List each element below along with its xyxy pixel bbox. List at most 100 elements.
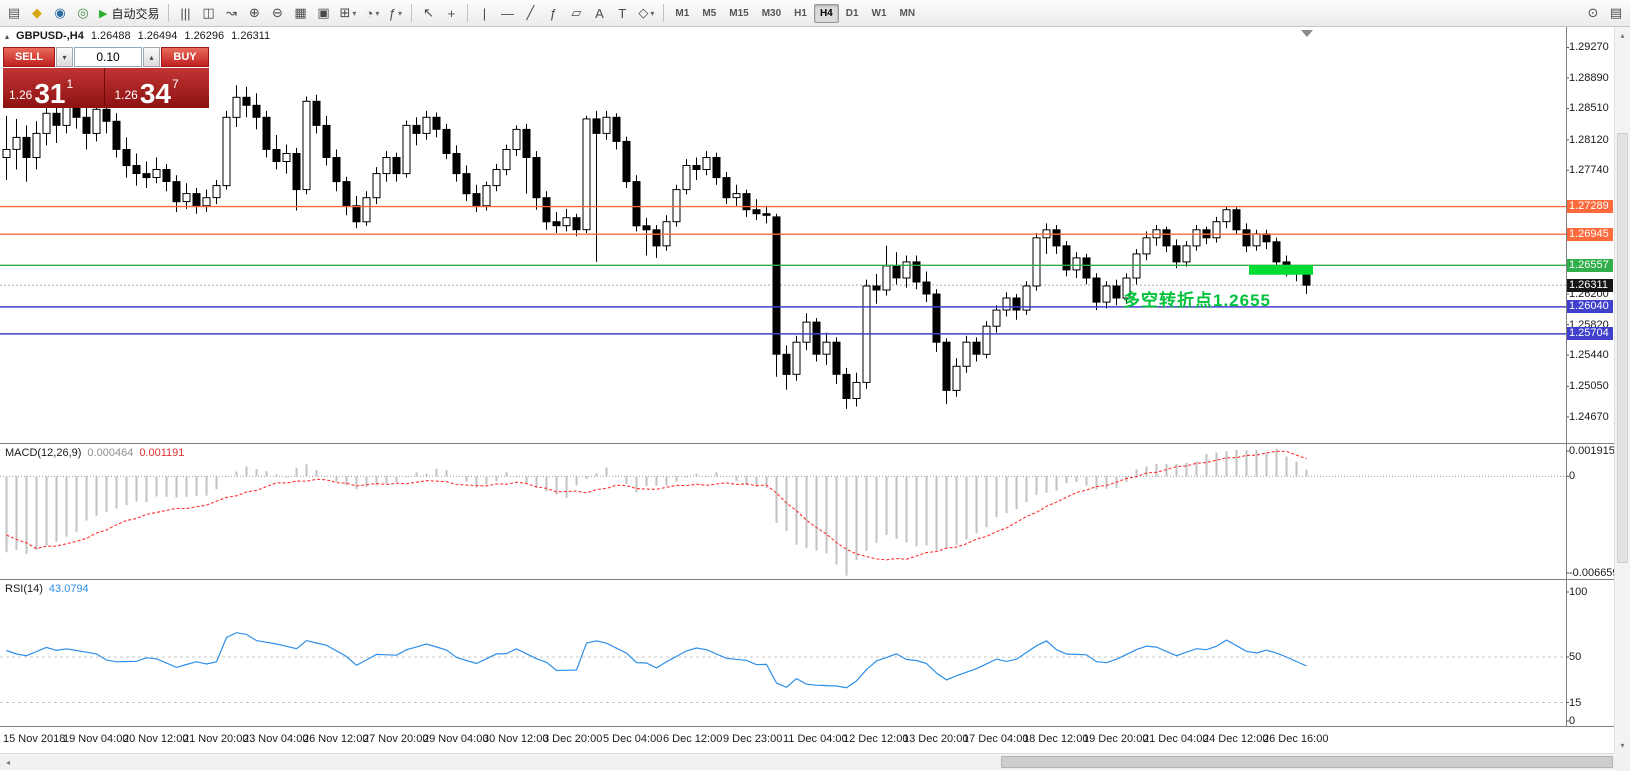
new-chart-dropdown-icon[interactable]: ▾ bbox=[352, 8, 357, 18]
hscroll-thumb[interactable] bbox=[1001, 756, 1613, 768]
time-axis-label: 27 Nov 20:00 bbox=[363, 733, 429, 745]
volume-input[interactable]: 0.10 bbox=[74, 47, 142, 67]
timeframe-m15-button[interactable]: M15 bbox=[729, 7, 749, 19]
time-axis-label: 20 Nov 12:00 bbox=[123, 733, 189, 745]
text-icon[interactable]: A bbox=[588, 3, 610, 24]
time-axis-label: 5 Dec 04:00 bbox=[603, 733, 663, 745]
time-axis-label: 19 Nov 04:00 bbox=[63, 733, 129, 745]
auto-trading-button[interactable]: ▶ 自动交易 bbox=[95, 3, 163, 24]
channel-icon[interactable]: ▱ bbox=[565, 3, 587, 24]
price-level-tag: 1.27289 bbox=[1567, 200, 1613, 214]
symbols-icon[interactable]: ◆ bbox=[26, 3, 48, 24]
profiles-icon[interactable]: ◔ ▾ bbox=[361, 3, 383, 24]
line-chart-icon[interactable]: ↝ bbox=[220, 3, 242, 24]
layout-icon[interactable]: ▤ bbox=[1605, 3, 1627, 24]
timeframe-m30-button[interactable]: M30 bbox=[761, 7, 782, 19]
horizontal-scrollbar[interactable]: ◂ ▸ bbox=[0, 753, 1614, 770]
hscroll-track[interactable] bbox=[16, 754, 1613, 770]
volume-decrease-button[interactable]: ▾ bbox=[56, 47, 73, 67]
bid-price-big: 31 bbox=[34, 78, 66, 109]
indicators-icon[interactable]: ƒ ▾ bbox=[384, 3, 406, 24]
price-axis-label: 15 bbox=[1569, 696, 1582, 709]
cascade-windows-icon: ▣ bbox=[317, 5, 330, 20]
time-axis-label: 21 Nov 20:00 bbox=[183, 733, 249, 745]
new-order-icon: ▤ bbox=[7, 5, 21, 20]
chart-area[interactable]: ▴ GBPUSD-,H4 1.26488 1.26494 1.26296 1.2… bbox=[0, 27, 1614, 753]
timeframe-h1-button[interactable]: H1 bbox=[794, 7, 807, 19]
vertical-line-icon[interactable]: | bbox=[473, 3, 495, 24]
vscroll-track[interactable] bbox=[1615, 43, 1630, 737]
ask-price-sup: 7 bbox=[172, 77, 179, 91]
bid-price-sup: 1 bbox=[66, 77, 74, 91]
profiles-icon: ◔ bbox=[365, 5, 374, 21]
toolbar-group-main: ▤ ◆ ◉ ◎ bbox=[3, 3, 94, 24]
toolbar-group-right: ⊙ ▤ bbox=[1582, 3, 1627, 24]
scroll-left-arrow-icon[interactable]: ◂ bbox=[5, 757, 10, 767]
vscroll-thumb[interactable] bbox=[1617, 133, 1628, 563]
time-axis[interactable]: 15 Nov 2018 19 Nov 04:00 20 Nov 12:00 21 No… bbox=[0, 727, 1614, 753]
timeframe-mn-button[interactable]: MN bbox=[899, 7, 916, 19]
profiles-dropdown-icon[interactable]: ▾ bbox=[375, 8, 380, 18]
market-watch-icon: ◉ bbox=[54, 5, 66, 20]
timeframe-m1-button[interactable]: M1 bbox=[675, 7, 690, 19]
price-axis-label: 0.001915 bbox=[1569, 445, 1614, 457]
community-icon[interactable]: ◎ bbox=[72, 3, 94, 24]
cursor-icon: ↖ bbox=[422, 5, 434, 20]
scrollbar-corner bbox=[1614, 753, 1630, 771]
scroll-up-arrow-icon[interactable]: ▴ bbox=[1620, 30, 1625, 40]
macd-label: MACD(12,26,9) bbox=[5, 447, 82, 459]
time-axis-label: 24 Dec 12:00 bbox=[1203, 733, 1269, 745]
time-axis-label: 17 Dec 04:00 bbox=[963, 733, 1029, 745]
sell-button[interactable]: SELL bbox=[3, 47, 55, 67]
price-axis-label: 1.25050 bbox=[1569, 380, 1609, 393]
crosshair-icon[interactable]: + bbox=[440, 3, 462, 24]
time-axis-label: 29 Nov 04:00 bbox=[423, 733, 489, 745]
search-icon[interactable]: ⊙ bbox=[1582, 3, 1604, 24]
volume-increase-button[interactable]: ▴ bbox=[143, 47, 160, 67]
toolbar-separator bbox=[467, 4, 469, 22]
horizontal-line-icon: — bbox=[500, 5, 514, 21]
symbol-name: GBPUSD-,H4 bbox=[16, 30, 84, 42]
price-axis-label: 1.28510 bbox=[1569, 102, 1609, 115]
shapes-icon[interactable]: ◇ ▾ bbox=[634, 3, 658, 24]
cascade-windows-icon[interactable]: ▣ bbox=[312, 3, 334, 24]
new-chart-icon[interactable]: ⊞ ▾ bbox=[335, 3, 360, 24]
timeframe-m5-button[interactable]: M5 bbox=[702, 7, 717, 19]
time-axis-label: 3 Dec 20:00 bbox=[543, 733, 603, 745]
trendline-icon[interactable]: ╱ bbox=[519, 3, 541, 24]
zoom-in-icon: ⊕ bbox=[249, 5, 260, 20]
scroll-down-arrow-icon[interactable]: ▾ bbox=[1620, 740, 1625, 750]
text-label-icon[interactable]: T bbox=[611, 3, 633, 24]
market-watch-icon[interactable]: ◉ bbox=[49, 3, 71, 24]
bar-chart-icon: ||| bbox=[180, 5, 191, 21]
bid-price-panel[interactable]: 1.26 31 1 bbox=[3, 68, 104, 108]
cursor-icon[interactable]: ↖ bbox=[417, 3, 439, 24]
one-click-trading-panel: SELL ▾ 0.10 ▴ BUY 1.26 31 1 1.26 34 7 bbox=[3, 47, 209, 108]
new-order-icon[interactable]: ▤ bbox=[3, 3, 25, 24]
shapes-dropdown-icon[interactable]: ▾ bbox=[650, 8, 655, 18]
zoom-out-icon[interactable]: ⊖ bbox=[266, 3, 288, 24]
time-axis-label: 15 Nov 2018 bbox=[3, 733, 66, 745]
timeframe-toolbar: M1 M5 M15 M30 H1 H4 D1 W1 MN bbox=[669, 3, 921, 23]
horizontal-line-icon[interactable]: — bbox=[496, 3, 518, 24]
timeframe-h4-button[interactable]: H4 bbox=[813, 3, 839, 23]
tile-windows-icon[interactable]: ▦ bbox=[289, 3, 311, 24]
candlestick-chart-icon[interactable]: ◫ bbox=[197, 3, 219, 24]
ohlc-low: 1.26296 bbox=[184, 30, 225, 42]
timeframe-d1-button[interactable]: D1 bbox=[845, 7, 859, 19]
vertical-scrollbar[interactable]: ▴ ▾ bbox=[1614, 27, 1630, 753]
ask-price-panel[interactable]: 1.26 34 7 bbox=[103, 68, 209, 108]
price-axis-label: 1.28890 bbox=[1569, 71, 1609, 84]
channel-icon: ▱ bbox=[571, 5, 582, 20]
price-axis-label: -0.006659 bbox=[1569, 567, 1614, 579]
zoom-in-icon[interactable]: ⊕ bbox=[243, 3, 265, 24]
indicators-dropdown-icon[interactable]: ▾ bbox=[398, 8, 403, 18]
buy-button[interactable]: BUY bbox=[161, 47, 209, 67]
symbol-arrow-icon: ▴ bbox=[5, 31, 10, 41]
bar-chart-icon[interactable]: ||| bbox=[174, 3, 196, 24]
price-axis-label: 1.28120 bbox=[1569, 133, 1609, 146]
timeframe-w1-button[interactable]: W1 bbox=[871, 7, 887, 19]
toolbar-separator bbox=[168, 4, 170, 22]
price-axis[interactable] bbox=[1566, 27, 1614, 726]
fibonacci-icon[interactable]: ƒ bbox=[542, 3, 564, 24]
